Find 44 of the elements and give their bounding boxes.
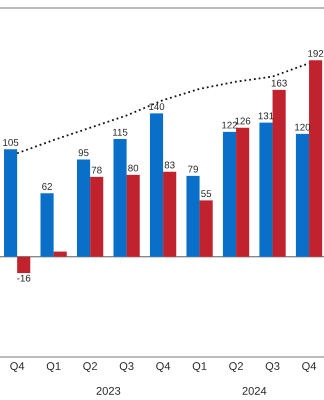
data-label: 163 bbox=[272, 80, 287, 87]
data-label: 105 bbox=[3, 139, 18, 146]
bar bbox=[272, 90, 286, 257]
bar bbox=[40, 193, 54, 257]
bar bbox=[222, 132, 236, 257]
data-label: 192 bbox=[308, 50, 324, 57]
data-label: 83 bbox=[164, 162, 175, 168]
data-label: 78 bbox=[92, 166, 102, 174]
bar bbox=[296, 134, 310, 257]
x-tick-label: Q1 bbox=[46, 362, 61, 372]
data-label: 79 bbox=[188, 166, 198, 173]
x-tick-label: Q4 bbox=[156, 362, 170, 372]
bar bbox=[259, 122, 273, 257]
text: 2023 bbox=[96, 386, 120, 395]
bar bbox=[54, 252, 67, 257]
text: 2024 bbox=[242, 386, 266, 395]
bar bbox=[309, 60, 322, 257]
bar bbox=[113, 139, 127, 257]
x-tick-label: Q3 bbox=[266, 362, 280, 372]
data-label: 55 bbox=[201, 190, 212, 198]
bar bbox=[186, 176, 200, 257]
bar bbox=[126, 174, 140, 257]
bar bbox=[200, 200, 213, 257]
bar bbox=[90, 176, 104, 257]
data-label: 95 bbox=[78, 149, 89, 156]
bar bbox=[236, 128, 250, 257]
x-tick-label: Q4 bbox=[302, 362, 316, 372]
x-tick-label: Q3 bbox=[120, 362, 134, 372]
data-label: 140 bbox=[149, 103, 164, 110]
bar bbox=[76, 159, 90, 257]
data-label: 80 bbox=[128, 164, 138, 172]
data-label: 62 bbox=[42, 183, 52, 190]
bar bbox=[150, 113, 164, 257]
bar bbox=[4, 149, 18, 257]
x-tick-label: Q2 bbox=[83, 362, 97, 372]
data-label: 115 bbox=[113, 128, 128, 136]
data-label: 126 bbox=[235, 118, 250, 124]
bar bbox=[163, 172, 176, 257]
bar bbox=[17, 256, 30, 274]
data-label: -16 bbox=[17, 274, 30, 282]
x-tick-label: Q4 bbox=[10, 362, 24, 372]
x-tick-label: Q1 bbox=[192, 362, 206, 372]
data-label: 122 bbox=[222, 122, 238, 128]
x-tick-label: Q2 bbox=[229, 362, 243, 372]
